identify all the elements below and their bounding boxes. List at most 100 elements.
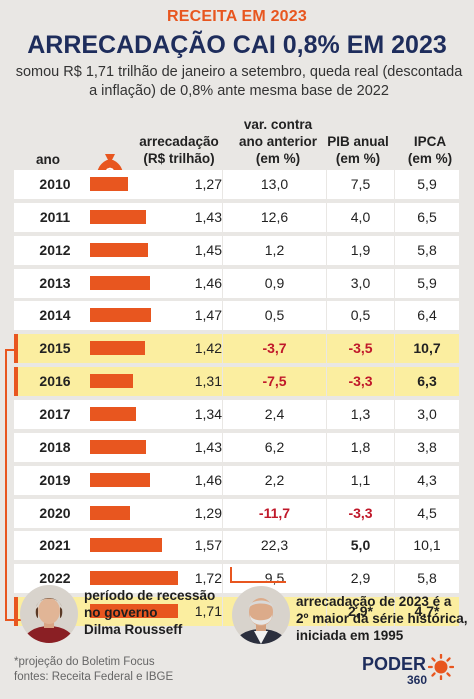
variation-value: 6,2 [264, 438, 285, 455]
table-cell [223, 334, 326, 364]
revenue-value: 1,29 [194, 504, 222, 521]
record-note-line-2: 2º maior da série histórica, [296, 611, 468, 626]
variation-value: -3,7 [262, 340, 287, 357]
ipca-value: 10,1 [413, 537, 441, 554]
revenue-bar [90, 538, 163, 553]
table-row: 2017 1,34 2,4 1,3 3,0 [14, 399, 459, 429]
table-cell [223, 367, 326, 397]
year-label: 2015 [39, 340, 71, 357]
table-cell [395, 367, 459, 397]
recession-connector-top [5, 349, 14, 351]
table-cell [327, 170, 394, 199]
recession-note: período de recessão no governo Dilma Rou… [84, 587, 215, 638]
table-row: 2012 1,45 1,2 1,9 5,8 [14, 235, 459, 265]
highlight-marker [14, 597, 18, 627]
subtitle: somou R$ 1,71 trilhão de janeiro a setem… [14, 63, 464, 101]
year-label: 2020 [39, 504, 71, 521]
table-cell [327, 597, 394, 627]
revenue-value: 1,42 [194, 340, 222, 357]
gdp-value: 2,9* [348, 603, 373, 620]
ipca-value: 4,3 [417, 471, 437, 488]
revenue-value: 1,31 [194, 373, 222, 390]
revenue-bar [90, 472, 150, 487]
table-cell [223, 465, 326, 495]
variation-value: -11,7 [258, 504, 291, 521]
revenue-bar [90, 275, 150, 290]
table-cell [223, 399, 326, 429]
year-label: 2021 [39, 537, 71, 554]
header-year: ano [35, 152, 60, 167]
ipca-value: 10,7 [413, 340, 441, 357]
table-cell [327, 531, 394, 561]
revenue-bar [90, 341, 146, 356]
table-cell [395, 399, 459, 429]
year-label: 2016 [39, 373, 71, 390]
record-connector-vertical [230, 567, 232, 583]
year-label: 2010 [39, 176, 71, 192]
table-cell [395, 301, 459, 331]
header-variation: var. contra ano anterior (em %) [228, 116, 328, 167]
record-connector-horizontal [230, 581, 286, 583]
ipca-value: 3,8 [417, 438, 437, 455]
variation-value: 22,3 [260, 537, 289, 554]
revenue-bar [90, 308, 151, 323]
table-cell [395, 334, 459, 364]
revenue-value: 1,46 [194, 274, 222, 291]
table-row: 2013 1,46 0,9 3,0 5,9 [14, 268, 459, 298]
variation-value: 1,2 [264, 241, 285, 258]
table-row: 2020 1,29 -11,7 -3,3 4,5 [14, 498, 459, 528]
table-cell [223, 202, 326, 232]
revenue-value: 1,27 [194, 176, 222, 192]
recession-note-line-1: período de recessão [84, 588, 216, 603]
variation-value: 2,4 [264, 405, 285, 422]
header-revenue: arrecadação (R$ trilhão) [134, 133, 224, 167]
table-cell [223, 531, 326, 561]
record-note-line-3: iniciada em 1995 [296, 628, 404, 643]
gdp-value: 1,3 [350, 405, 371, 422]
revenue-value: 1,45 [194, 241, 222, 258]
table-cell [327, 268, 394, 298]
table-row: 2010 1,27 13,0 7,5 5,9 [14, 170, 459, 199]
record-note: arrecadação de 2023 é a 2º maior da séri… [296, 593, 468, 644]
header-variation-line-1: var. contra [243, 117, 313, 132]
table-row: 2019 1,46 2,2 1,1 4,3 [14, 465, 459, 495]
poder360-logo: PODER 360 [362, 654, 462, 692]
table-cell [327, 334, 394, 364]
subtitle-line-2: a inflação) de 0,8% ante mesma base de 2… [89, 83, 389, 99]
recession-note-line-3: Dilma Rousseff [84, 622, 183, 637]
table-cell [395, 597, 459, 627]
header-ipca-line-2: (em %) [407, 151, 453, 166]
gdp-value: 7,5 [350, 176, 371, 192]
header-gdp-line-2: (em %) [335, 151, 381, 166]
revenue-bar [90, 406, 136, 421]
table-cell [223, 432, 326, 462]
gdp-value: -3,5 [348, 340, 373, 357]
revenue-bar [90, 209, 147, 224]
table-cell [327, 367, 394, 397]
year-label: 2012 [39, 241, 71, 258]
table-cell [395, 235, 459, 265]
revenue-value: 1,71 [194, 603, 222, 620]
revenue-bar [90, 571, 178, 586]
year-label: 2018 [39, 438, 71, 455]
revenue-value: 1,72 [194, 570, 222, 587]
recession-note-line-2: no governo [84, 605, 158, 620]
variation-value: 0,5 [264, 307, 285, 324]
ipca-value: 4,5 [417, 504, 437, 521]
table-row: 2011 1,43 12,6 4,0 6,5 [14, 202, 459, 232]
year-label: 2014 [39, 307, 71, 324]
ipca-value: 6,5 [417, 208, 437, 225]
dilma-rousseff-avatar [20, 585, 78, 643]
header-revenue-line-2: (R$ trilhão) [143, 151, 215, 166]
table-cell [395, 531, 459, 561]
header-revenue-line-1: arrecadação [139, 134, 219, 149]
gdp-value: 1,1 [350, 471, 371, 488]
header-gdp: PIB anual (em %) [318, 133, 398, 167]
revenue-bar [90, 177, 128, 191]
page-title: ARRECADAÇÃO CAI 0,8% EM 2023 [27, 31, 447, 59]
variation-value: 12,6 [260, 208, 289, 225]
subtitle-line-1: somou R$ 1,71 trilhão de janeiro a setem… [15, 64, 463, 80]
table-cell [223, 301, 326, 331]
table-cell [327, 564, 394, 594]
revenue-bar [90, 604, 178, 619]
